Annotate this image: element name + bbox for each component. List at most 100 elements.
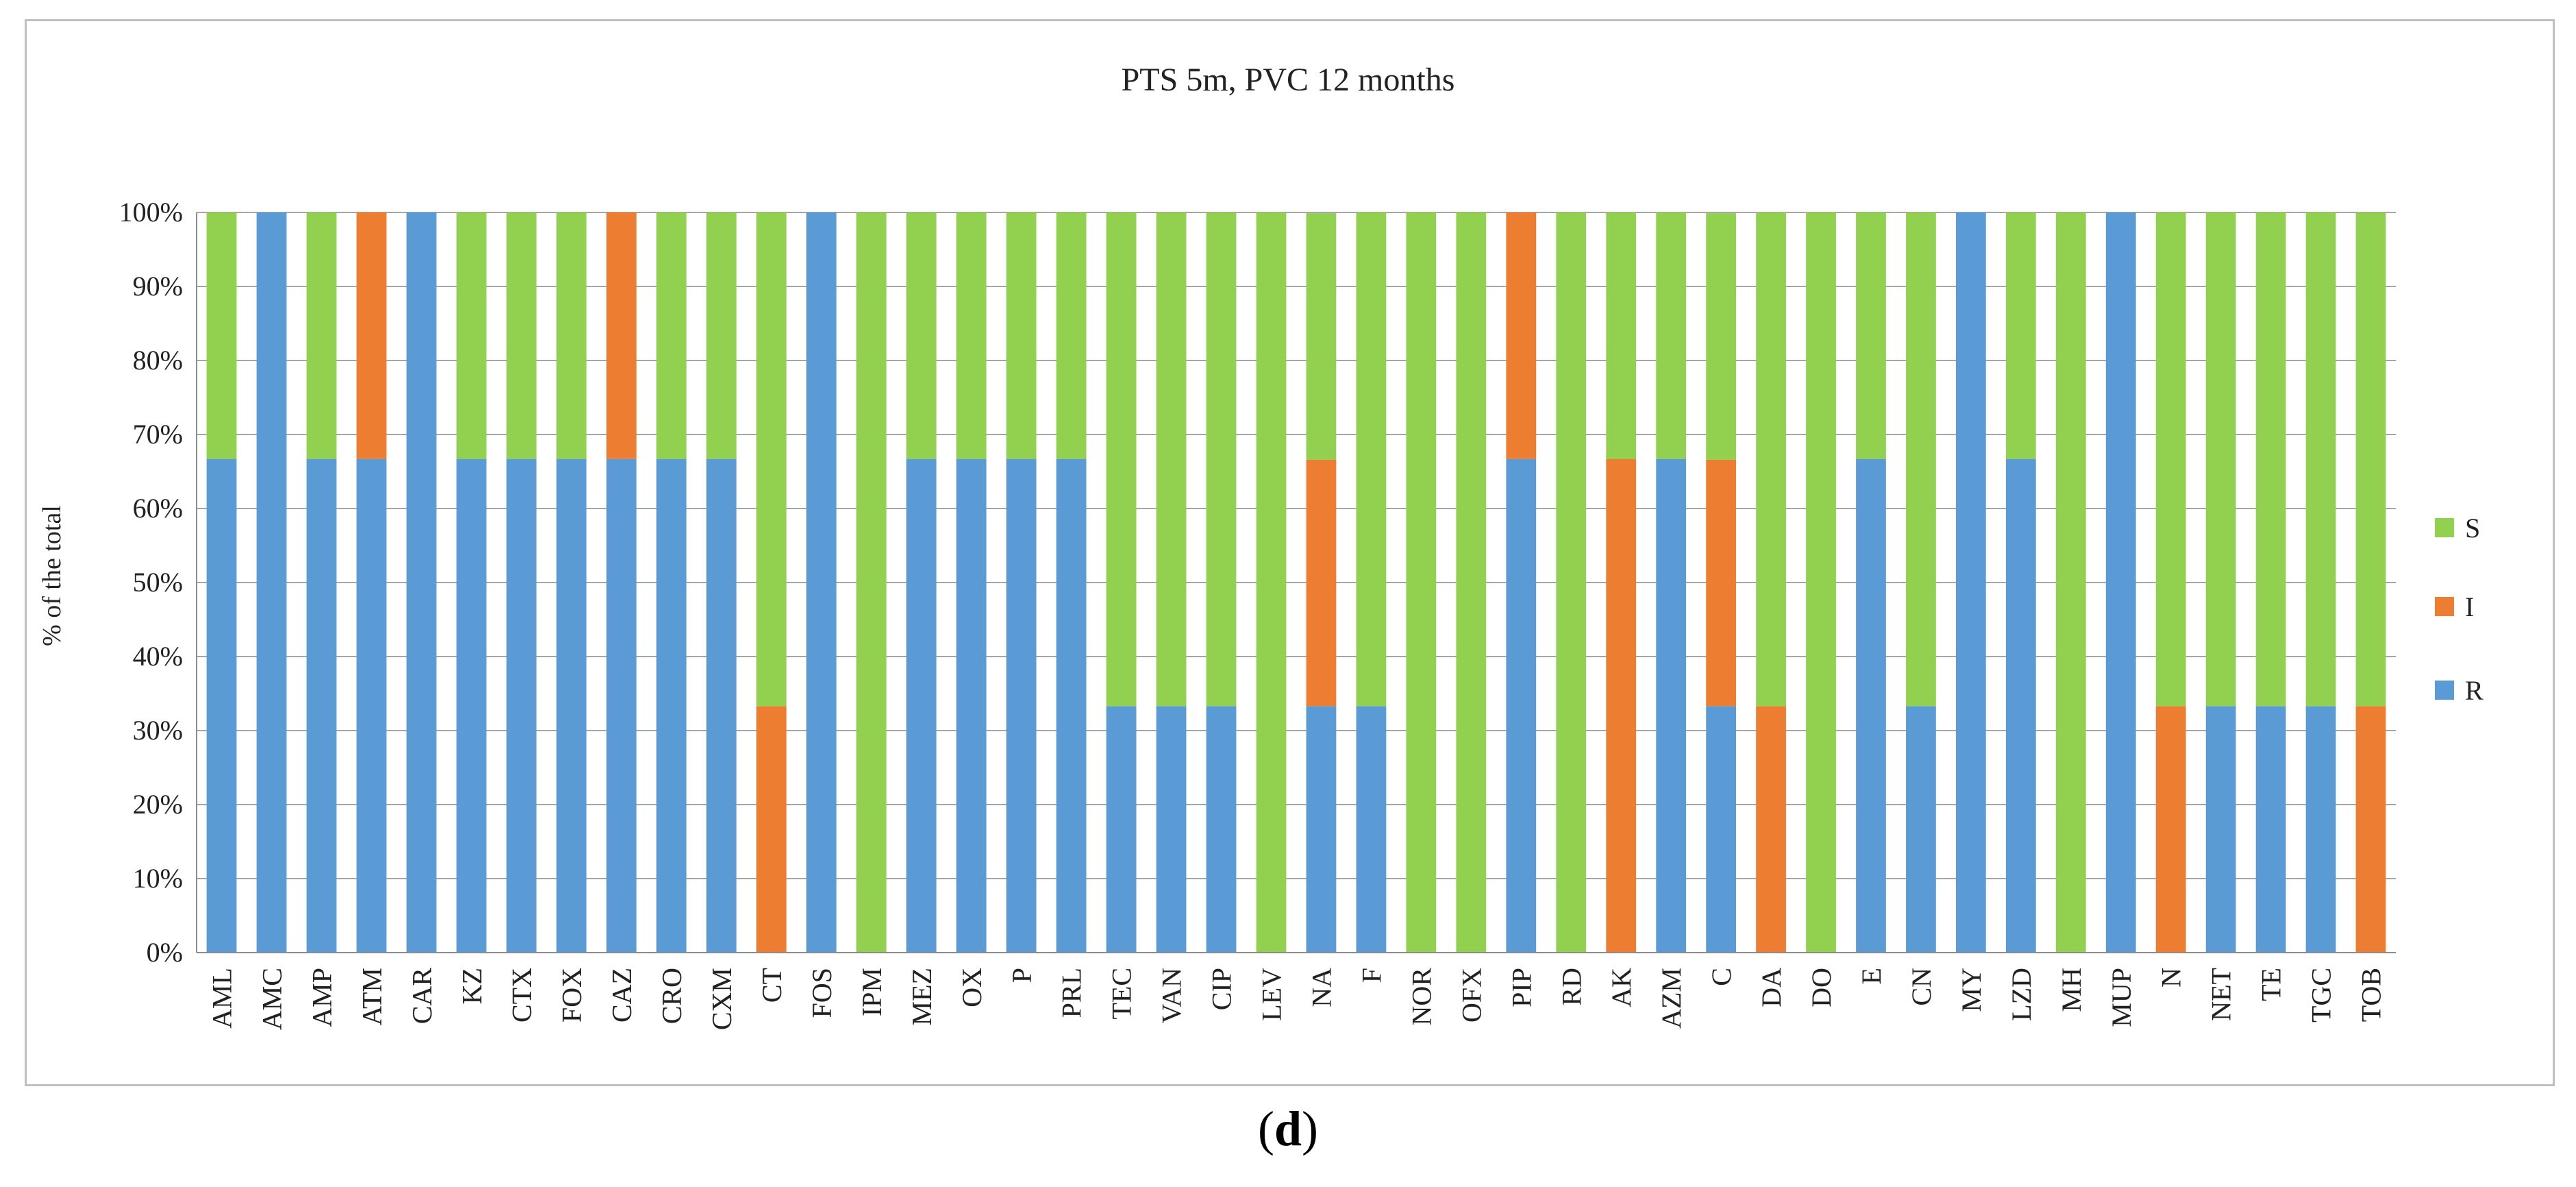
bar-fos-r <box>806 212 837 953</box>
x-tick-label: CRO <box>656 968 687 1024</box>
legend: S I R <box>2435 513 2484 706</box>
y-tick-label: 20% <box>133 789 183 820</box>
bar-lzd-r <box>2005 458 2036 953</box>
bar-p-s <box>1006 212 1037 459</box>
x-tick-label: RD <box>1556 968 1587 1006</box>
bar-mh-s <box>2055 212 2086 953</box>
bar-c-i <box>1706 459 1736 707</box>
y-tick-label: 90% <box>133 271 183 302</box>
x-tick-label: F <box>1356 968 1387 983</box>
bar-caz-i <box>606 212 636 459</box>
x-tick-label: C <box>1706 968 1737 986</box>
bar-tec-s <box>1106 212 1137 707</box>
panel-label-open: ( <box>1257 1101 1274 1156</box>
bar-aml-r <box>206 458 237 953</box>
bar-c-s <box>1706 213 1736 460</box>
bar-tob-i <box>2355 706 2386 953</box>
x-tick-label: FOS <box>806 968 837 1018</box>
y-tick-label: 10% <box>133 863 183 894</box>
x-tick-label: PRL <box>1056 968 1087 1018</box>
bar-amp-s <box>306 212 337 459</box>
y-tick-label: 100% <box>119 197 183 228</box>
bar-ct-i <box>756 706 787 953</box>
x-tick-label: LZD <box>2006 968 2037 1021</box>
x-tick-label: OFX <box>1456 968 1487 1023</box>
bar-n-s <box>2155 212 2186 707</box>
bar-prl-r <box>1056 458 1087 953</box>
bar-do-s <box>1806 212 1836 953</box>
bar-cxm-s <box>706 212 736 459</box>
bar-azm-r <box>1656 458 1687 953</box>
bar-amc-r <box>256 212 287 953</box>
bar-n-i <box>2155 706 2186 953</box>
bar-kz-r <box>456 458 487 953</box>
bar-tob-s <box>2355 212 2386 707</box>
bar-lzd-s <box>2005 212 2036 459</box>
bar-ctx-r <box>506 458 537 953</box>
bar-te-r <box>2255 706 2286 953</box>
legend-label-r: R <box>2465 675 2484 706</box>
bar-azm-s <box>1656 212 1687 459</box>
bar-cxm-r <box>706 458 736 953</box>
panel-label-letter: d <box>1274 1101 1302 1156</box>
y-axis-title: % of the total <box>38 505 66 646</box>
x-tick-label: MEZ <box>906 968 937 1025</box>
x-tick-label: CN <box>1906 968 1937 1006</box>
bar-caz-r <box>606 458 636 953</box>
x-tick-label: CXM <box>706 968 737 1030</box>
y-tick-label: 70% <box>133 419 183 450</box>
panel-label: (d) <box>0 1101 2576 1158</box>
x-tick-label: DA <box>1756 968 1787 1007</box>
x-tick-label: AMC <box>256 968 287 1030</box>
bar-cro-s <box>656 212 686 459</box>
bar-ofx-s <box>1456 212 1487 953</box>
bar-cn-r <box>1906 706 1936 953</box>
x-tick-label: AMP <box>306 968 337 1027</box>
x-tick-label: VAN <box>1156 968 1187 1024</box>
x-tick-label: MY <box>1956 968 1987 1012</box>
bar-mup-r <box>2105 212 2136 953</box>
bar-pip-i <box>1506 212 1537 459</box>
bar-ak-s <box>1606 212 1637 459</box>
stacked-bar-chart: PTS 5m, PVC 12 months 0% 10% 20% 30% 40% 50% 6… <box>38 62 2484 1030</box>
x-tick-label: CT <box>756 968 787 1003</box>
bar-my-r <box>1956 212 1986 953</box>
x-tick-label: AZM <box>1656 968 1687 1029</box>
bar-ox-s <box>956 212 987 459</box>
panel-label-close: ) <box>1302 1101 1318 1156</box>
x-tick-label: P <box>1006 968 1037 983</box>
bar-lev-s <box>1256 212 1287 953</box>
x-tick-label: PIP <box>1506 968 1537 1007</box>
bar-fox-s <box>556 212 587 459</box>
x-tick-label: NA <box>1306 968 1337 1007</box>
bar-aml-s <box>206 212 237 459</box>
bar-cro-r <box>656 458 686 953</box>
y-tick-label: 60% <box>133 493 183 524</box>
bar-net-s <box>2205 212 2236 707</box>
bar-nor-s <box>1406 212 1437 953</box>
x-tick-label: IPM <box>856 968 887 1016</box>
bar-ox-r <box>956 458 987 953</box>
bar-ctx-s <box>506 212 537 459</box>
bar-f-s <box>1356 212 1387 707</box>
bar-f-r <box>1356 706 1387 953</box>
chart-title: PTS 5m, PVC 12 months <box>1122 62 1455 98</box>
x-tick-label: ATM <box>356 968 387 1025</box>
x-tick-label: CAR <box>406 968 437 1025</box>
bar-e-s <box>1856 212 1886 459</box>
bar-ct-s <box>756 212 787 707</box>
y-tick-label: 80% <box>133 345 183 376</box>
bar-da-s <box>1756 212 1786 707</box>
x-tick-label: DO <box>1806 968 1837 1007</box>
x-tick-label: E <box>1856 968 1887 984</box>
bar-p-r <box>1006 458 1037 953</box>
y-tick-label: 50% <box>133 567 183 598</box>
bar-net-r <box>2205 706 2236 953</box>
legend-swatch-i <box>2435 597 2454 616</box>
x-tick-label: CAZ <box>606 968 637 1023</box>
bar-atm-i <box>356 212 387 459</box>
axes <box>196 212 2396 953</box>
bar-prl-s <box>1056 212 1087 459</box>
bar-tgc-s <box>2305 212 2336 707</box>
bar-cip-r <box>1206 706 1237 953</box>
